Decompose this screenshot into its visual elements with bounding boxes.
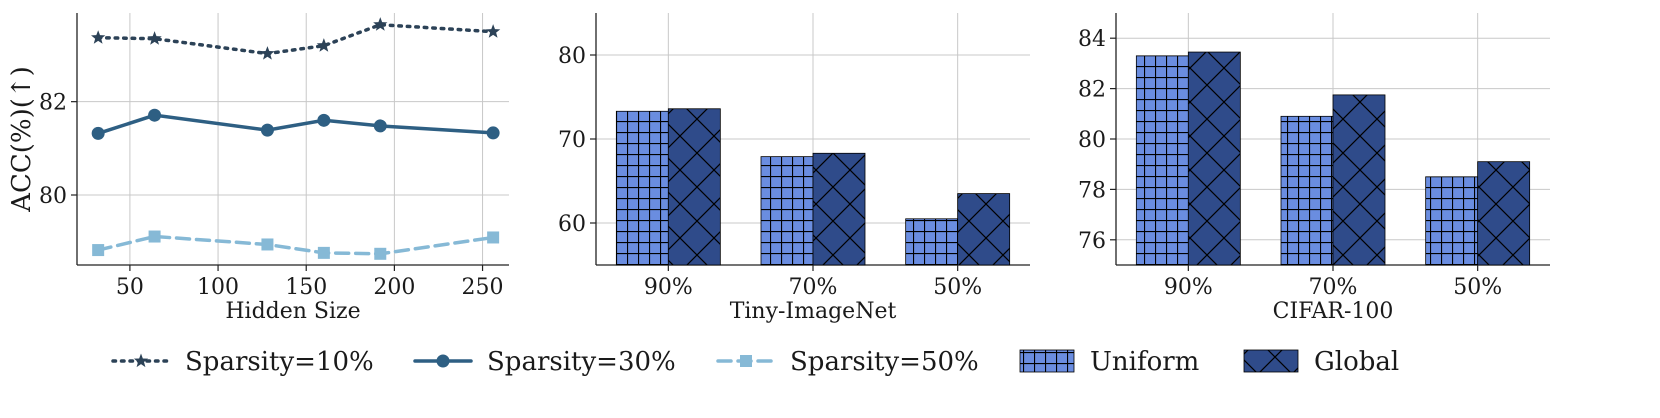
bar-hatch [1135, 55, 1189, 266]
legend-marker [436, 354, 450, 368]
series-line-3 [96, 234, 495, 256]
data-point [373, 17, 388, 31]
bar-hatch [1425, 176, 1479, 266]
bar-hatch [1332, 94, 1386, 266]
x-tick-label: 50 [116, 275, 144, 300]
bar-hatch [615, 110, 669, 266]
x-tick-label: 250 [462, 275, 504, 300]
legend-label: Uniform [1090, 347, 1199, 377]
x-tick-label: 70% [1309, 275, 1358, 300]
series-line-1 [96, 22, 495, 56]
legend-label: Sparsity=50% [790, 347, 979, 377]
bar-hatch [905, 218, 959, 266]
bar-hatch [1477, 161, 1531, 266]
data-point [92, 244, 105, 257]
data-point [316, 38, 331, 52]
data-point [486, 24, 501, 38]
bar-hatch [957, 193, 1011, 266]
hidden-size-line-chart: 50 100 150 200 250 80 82 Hidden Size ACC(%)(↑) [7, 13, 509, 324]
tiny-imagenet-bar-chart: 60 70 80 Tiny-ImageNet 90% 70% 50% [558, 13, 1030, 324]
y-tick-label: 70 [558, 128, 586, 153]
x-tick-label: 200 [373, 275, 415, 300]
legend-item-sparsity-10-: Sparsity=10% [111, 347, 374, 377]
data-point [373, 119, 387, 133]
bar-hatch [1280, 115, 1334, 266]
data-point [317, 113, 331, 127]
series-line-2 [96, 113, 495, 136]
legend-item-sparsity-30-: Sparsity=30% [413, 347, 676, 377]
x-tick-label: 70% [789, 275, 838, 300]
bar-hatch [667, 108, 721, 266]
legend-item-global: Global [1243, 347, 1399, 377]
y-tick-label: 80 [1078, 128, 1106, 153]
data-point [260, 46, 275, 60]
y-tick-label: 82 [1078, 78, 1106, 103]
x-tick-label: 90% [644, 275, 693, 300]
data-point [374, 247, 387, 260]
y-tick-label: 60 [558, 212, 586, 237]
legend-item-uniform: Uniform [1019, 347, 1199, 377]
data-point [487, 231, 500, 244]
legend-label: Sparsity=30% [487, 347, 676, 377]
legend-label: Global [1314, 347, 1399, 377]
x-axis-label: Hidden Size [225, 299, 360, 324]
legend-marker [133, 353, 149, 368]
legend-item-sparsity-50-: Sparsity=50% [716, 347, 979, 377]
bar-hatch [812, 152, 866, 266]
data-point [148, 230, 161, 243]
legend-marker [740, 355, 752, 367]
legend-bar-hatch [1243, 349, 1299, 373]
x-tick-label: 50% [933, 275, 982, 300]
bar-hatch [760, 156, 814, 266]
x-tick-label: 100 [197, 275, 239, 300]
y-tick-label: 82 [39, 91, 67, 116]
x-tick-label: 50% [1453, 275, 1502, 300]
legend-bar-hatch [1019, 349, 1075, 373]
legend-label: Sparsity=10% [185, 347, 374, 377]
y-tick-label: 76 [1078, 229, 1106, 254]
data-point [317, 246, 330, 259]
data-point [261, 238, 274, 251]
y-tick-label: 84 [1078, 27, 1106, 52]
data-point [91, 30, 106, 44]
x-axis-label: Tiny-ImageNet [730, 299, 897, 324]
x-tick-label: 150 [285, 275, 327, 300]
y-axis-label: ACC(%)(↑) [7, 66, 37, 213]
x-axis-label: CIFAR-100 [1273, 299, 1394, 324]
y-tick-label: 80 [39, 184, 67, 209]
x-tick-label: 90% [1164, 275, 1213, 300]
data-point [260, 123, 274, 137]
cifar100-bar-chart: 76 78 80 82 84 CIFAR-100 90% 70% 50% [1078, 13, 1550, 324]
y-tick-label: 78 [1078, 178, 1106, 203]
data-point [486, 126, 500, 140]
legend: Sparsity=10% Sparsity=30% Sparsity=50% Unif… [111, 347, 1399, 377]
bar-hatch [1187, 51, 1241, 266]
data-point [147, 31, 162, 45]
data-point [148, 108, 162, 122]
data-point [91, 126, 105, 140]
y-tick-label: 80 [558, 44, 586, 69]
